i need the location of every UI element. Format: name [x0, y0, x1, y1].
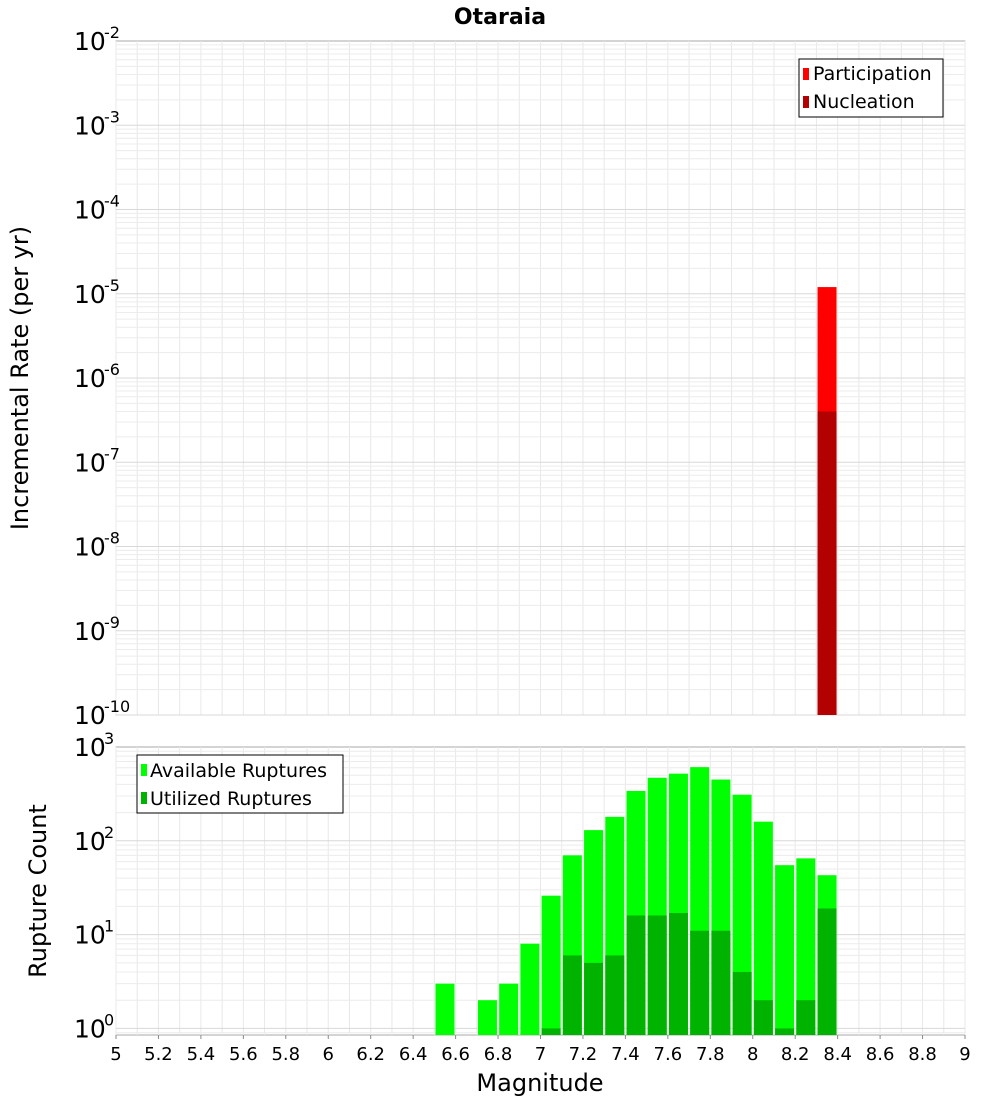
rate-plot-bars	[817, 287, 837, 715]
x-tick-label: 5.4	[187, 1044, 216, 1065]
rate-plot-grid	[115, 41, 966, 716]
x-axis-label: Magnitude	[476, 1069, 603, 1097]
y-tick-label: 10	[74, 733, 106, 762]
x-tick-label: 6.4	[399, 1044, 428, 1065]
x-tick-label: 5.8	[271, 1044, 300, 1065]
participation-legend-label: Participation	[813, 63, 932, 85]
x-tick-label: 7.8	[696, 1044, 725, 1065]
nucleation-legend-label: Nucleation	[813, 91, 915, 113]
y-tick-exponent: 2	[104, 823, 114, 842]
x-tick-label: 6.8	[484, 1044, 513, 1065]
utilized-ruptures-bar	[647, 915, 667, 1035]
utilized-ruptures-bar	[753, 1000, 773, 1035]
available-ruptures-bar	[753, 821, 773, 1035]
utilized-ruptures-bar	[711, 930, 731, 1035]
y-tick-label: 10	[74, 533, 106, 562]
utilized-ruptures-bar	[605, 955, 625, 1035]
utilized-ruptures-bar	[562, 955, 582, 1035]
x-tick-label: 8.2	[781, 1044, 810, 1065]
x-tick-label: 5.2	[144, 1044, 173, 1065]
y-tick-exponent: -9	[104, 613, 120, 632]
utilized-ruptures-bar	[796, 1000, 816, 1035]
y-tick-label: 10	[74, 111, 106, 140]
y-tick-exponent: 3	[104, 729, 114, 748]
x-tick-labels: 5 5.2 5.4 5.6 5.8 6 6.2 6.4 6.6 6.8 7 7.2 7.4 7.6 7.8 8…	[110, 1035, 971, 1065]
utilized-ruptures-bar	[541, 1028, 561, 1035]
x-tick-label: 7	[535, 1044, 546, 1065]
x-tick-label: 8.4	[823, 1044, 852, 1065]
x-tick-label: 7.2	[569, 1044, 598, 1065]
y-tick-exponent: -4	[104, 192, 120, 211]
utilized-ruptures-bar	[775, 1028, 795, 1035]
rupture-plot-bars	[435, 767, 837, 1035]
x-tick-label: 8.8	[908, 1044, 937, 1065]
y-tick-label: 10	[74, 27, 106, 56]
rate-y-tick-labels: 10-210-310-410-510-610-710-810-910-10	[74, 23, 130, 730]
utilized-ruptures-bar	[732, 971, 752, 1035]
y-tick-exponent: -8	[104, 529, 120, 548]
chart-title: Otaraia	[454, 5, 546, 30]
rate-plot: 10-210-310-410-510-610-710-810-910-10 In…	[6, 23, 966, 730]
x-tick-label: 6.6	[441, 1044, 470, 1065]
y-tick-label: 10	[74, 617, 106, 646]
available-ruptures-bar	[477, 1000, 497, 1035]
utilized-ruptures-bar	[668, 913, 688, 1035]
x-tick-label: 7.6	[654, 1044, 683, 1065]
utilized-ruptures-bar	[626, 915, 646, 1035]
y-tick-label: 10	[74, 448, 106, 477]
x-tick-label: 8.6	[866, 1044, 895, 1065]
rate-legend: Participation Nucleation	[798, 58, 944, 118]
rupture-y-axis-label: Rupture Count	[24, 804, 52, 978]
available-ruptures-bar	[435, 983, 455, 1035]
available-ruptures-bar	[520, 943, 540, 1035]
rupture-legend: Available Ruptures Utilized Ruptures	[136, 754, 344, 814]
x-tick-label: 8	[747, 1044, 758, 1065]
y-tick-label: 10	[74, 921, 106, 950]
available-legend-swatch	[141, 764, 147, 776]
y-tick-exponent: -2	[104, 23, 120, 42]
x-tick-label: 5	[110, 1044, 121, 1065]
y-tick-label: 10	[74, 196, 106, 225]
y-tick-exponent: -10	[104, 697, 130, 716]
utilized-ruptures-bar	[690, 930, 710, 1035]
y-tick-label: 10	[74, 1014, 106, 1043]
utilized-ruptures-bar	[817, 908, 837, 1035]
available-ruptures-bar	[796, 858, 816, 1035]
participation-legend-swatch	[803, 68, 809, 80]
available-ruptures-bar	[499, 983, 519, 1035]
x-tick-label: 6	[323, 1044, 334, 1065]
rate-legend-box	[798, 58, 944, 118]
available-ruptures-bar	[541, 895, 561, 1035]
y-tick-label: 10	[74, 827, 106, 856]
y-tick-exponent: -5	[104, 276, 120, 295]
utilized-legend-label: Utilized Ruptures	[150, 788, 312, 810]
y-tick-exponent: 1	[104, 917, 114, 936]
y-tick-exponent: -3	[104, 107, 120, 126]
x-tick-label: 7.4	[611, 1044, 640, 1065]
available-ruptures-bar	[775, 865, 795, 1035]
y-tick-label: 10	[74, 701, 106, 730]
y-tick-exponent: -6	[104, 360, 120, 379]
available-legend-label: Available Ruptures	[150, 760, 327, 782]
nucleation-bar	[817, 411, 837, 715]
x-tick-label: 6.2	[356, 1044, 385, 1065]
x-tick-label: 9	[959, 1044, 970, 1065]
utilized-legend-swatch	[141, 792, 147, 804]
x-tick-label: 5.6	[229, 1044, 258, 1065]
rupture-legend-box	[136, 754, 344, 814]
y-tick-exponent: 0	[104, 1010, 114, 1029]
y-tick-label: 10	[74, 364, 106, 393]
nucleation-legend-swatch	[803, 96, 809, 108]
rate-y-axis-label: Incremental Rate (per yr)	[6, 226, 34, 530]
utilized-ruptures-bar	[584, 962, 604, 1035]
y-tick-label: 10	[74, 280, 106, 309]
y-tick-exponent: -7	[104, 444, 120, 463]
